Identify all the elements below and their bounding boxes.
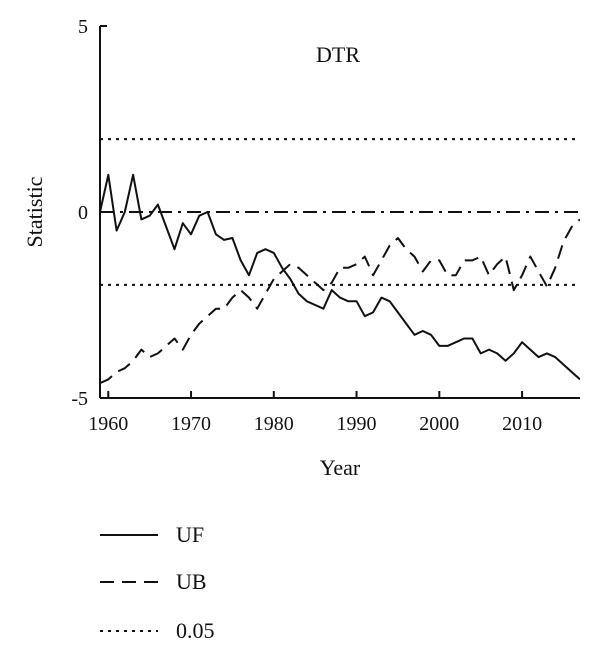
legend-label-uf: UF (176, 522, 204, 547)
chart-title: DTR (316, 42, 360, 67)
legend-item-uf: UF (100, 522, 204, 547)
reference-lines (100, 138, 580, 286)
y-ticks: 5 0 -5 (71, 16, 107, 410)
y-tick-label: 5 (78, 16, 88, 38)
x-tick-label: 1960 (88, 413, 128, 435)
legend: UF UB 0.05 (100, 522, 215, 643)
series-line-uf (100, 173, 580, 381)
x-tick-label: 2010 (502, 413, 542, 435)
x-axis-title: Year (320, 455, 361, 480)
series-layer (100, 173, 580, 385)
x-tick-label: 1980 (254, 413, 294, 435)
x-tick-label: 1970 (171, 413, 211, 435)
legend-label-ub: UB (176, 569, 207, 594)
y-tick-label: 0 (78, 202, 88, 224)
y-axis-title: Statistic (22, 176, 47, 247)
x-tick-label: 2000 (419, 413, 459, 435)
x-ticks: 1960 1970 1980 1990 2000 2010 (88, 391, 542, 435)
y-tick-label: -5 (71, 388, 88, 410)
series-line-ub (100, 218, 580, 385)
legend-item-significance: 0.05 (100, 618, 215, 643)
legend-label-significance: 0.05 (176, 618, 215, 643)
legend-item-ub: UB (100, 569, 207, 594)
x-tick-label: 1990 (337, 413, 377, 435)
